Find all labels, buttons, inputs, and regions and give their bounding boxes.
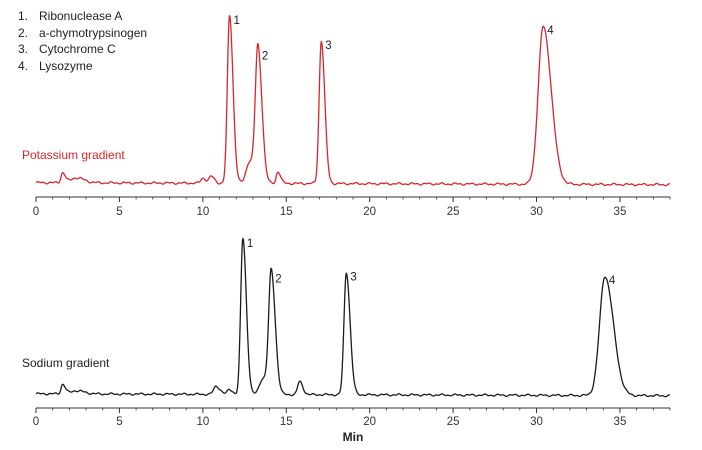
peak-label: 3 — [325, 40, 331, 52]
sodium-gradient-label: Sodium gradient — [22, 356, 110, 370]
x-tick-label: 10 — [196, 206, 209, 218]
x-tick-label: 0 — [33, 206, 39, 218]
x-axis-label: Min — [343, 430, 364, 444]
x-tick-label: 25 — [447, 206, 460, 218]
chromatogram-trace — [35, 237, 671, 398]
legend-item: 2. a-chymotrypsinogen — [18, 25, 147, 42]
x-tick-label: 30 — [530, 206, 543, 218]
x-tick-label: 5 — [116, 206, 122, 218]
peak-label: 1 — [234, 15, 240, 27]
legend-number: 1. — [18, 9, 29, 23]
legend-name: Cytochrome C — [39, 42, 116, 56]
sodium-chromatogram: 0 5 10 15 20 25 30 35 1 2 3 4 — [33, 237, 671, 428]
legend-item: 4. Lysozyme — [18, 58, 147, 75]
x-tick-label: 30 — [530, 416, 543, 428]
x-tick-label: 25 — [447, 416, 460, 428]
peak-label: 4 — [609, 275, 616, 287]
potassium-chromatogram: 0 5 10 15 20 25 30 35 1 2 3 4 — [33, 15, 671, 218]
peak-label: 2 — [275, 273, 281, 285]
legend-name: a-chymotrypsinogen — [39, 25, 148, 40]
legend-number: 4. — [18, 58, 29, 73]
chromatogram-trace — [35, 15, 671, 187]
peak-label: 2 — [262, 50, 268, 62]
x-tick-label: 15 — [280, 416, 293, 428]
peak-label: 3 — [350, 272, 356, 284]
potassium-gradient-label: Potassium gradient — [22, 148, 125, 162]
x-tick-label: 5 — [116, 416, 122, 428]
x-tick-label: 0 — [33, 416, 39, 428]
x-tick-label: 15 — [280, 206, 293, 218]
x-tick-label: 20 — [363, 206, 376, 218]
legend-item: 1. Ribonuclease A — [18, 8, 147, 25]
x-tick-label: 35 — [614, 416, 627, 428]
peak-legend: 1. Ribonuclease A 2. a-chymotrypsinogen 3.… — [18, 8, 147, 74]
legend-number: 2. — [18, 25, 29, 40]
legend-number: 3. — [18, 42, 29, 56]
legend-name: Ribonuclease A — [39, 9, 123, 23]
legend-name: Lysozyme — [39, 58, 93, 73]
legend-item: 3. Cytochrome C — [18, 41, 147, 58]
peak-label: 1 — [247, 238, 253, 250]
x-tick-label: 20 — [363, 416, 376, 428]
peak-label: 4 — [547, 25, 554, 37]
x-tick-label: 10 — [196, 416, 209, 428]
x-tick-label: 35 — [614, 206, 627, 218]
